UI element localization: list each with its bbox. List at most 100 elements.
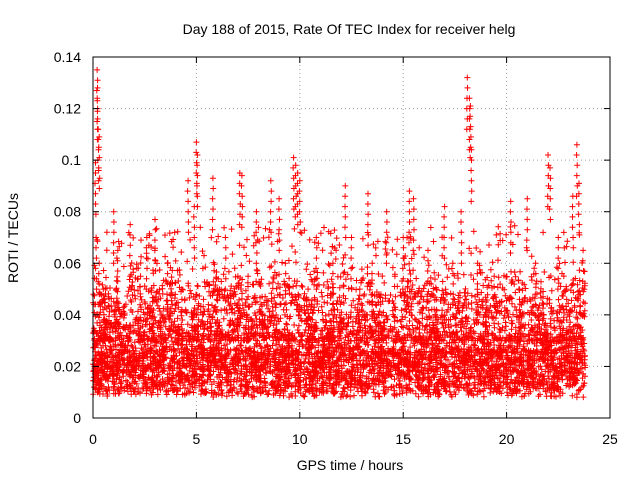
data-point-dense (489, 295, 496, 301)
data-point-dense (511, 303, 518, 310)
data-point-dense (223, 382, 230, 389)
data-point-dense (190, 389, 197, 396)
data-point-dense (157, 308, 163, 315)
data-point-dense (180, 354, 187, 361)
data-point-dense (318, 289, 325, 296)
data-point-dense (380, 379, 387, 386)
data-point-dense (173, 391, 180, 398)
data-point-dense (120, 263, 127, 270)
data-point-dense (412, 390, 419, 397)
data-point-dense (360, 357, 367, 364)
data-point-dense (548, 324, 554, 331)
data-point-dense (568, 297, 575, 304)
data-point-dense (216, 340, 223, 347)
data-point-dense (509, 320, 516, 327)
data-point-dense (439, 278, 446, 285)
data-point-dense (236, 296, 243, 303)
data-point-dense (419, 310, 426, 317)
data-point-dense (231, 265, 238, 272)
data-point-dense (124, 293, 131, 299)
data-point-dense (172, 291, 179, 298)
data-point-dense (507, 386, 514, 393)
data-point-dense (480, 282, 487, 289)
data-point-dense (231, 310, 238, 317)
data-point-dense (168, 285, 174, 292)
data-point-dense (506, 343, 513, 350)
data-point-dense (211, 267, 218, 274)
chart-title: Day 188 of 2015, Rate Of TEC Index for r… (183, 21, 516, 37)
data-point-dense (360, 292, 367, 299)
data-point-dense (319, 293, 326, 300)
data-point-dense (188, 290, 195, 297)
data-point-dense (444, 274, 451, 281)
data-point-dense (569, 281, 576, 288)
data-point-dense (140, 355, 147, 362)
data-point-dense (189, 266, 196, 272)
data-point-dense (301, 290, 308, 297)
data-point-dense (512, 289, 519, 296)
data-point-dense (422, 323, 429, 330)
data-point-dense (286, 275, 293, 282)
data-point-dense (302, 310, 309, 317)
data-point-dense (503, 273, 510, 280)
data-point-dense (453, 310, 460, 317)
data-point-dense (458, 328, 465, 334)
data-point-dense (480, 393, 487, 400)
data-point-dense (487, 266, 494, 273)
data-point-dense (270, 312, 277, 319)
data-point-dense (419, 315, 426, 322)
data-point-dense (574, 315, 581, 322)
data-point-dense (135, 287, 141, 294)
data-point-dense (176, 349, 183, 356)
data-point-dense (227, 287, 234, 294)
data-point-dense (168, 297, 175, 304)
data-point-dense (218, 307, 225, 314)
data-point-dense (223, 393, 230, 400)
data-point-dense (266, 280, 273, 287)
data-point-dense (580, 394, 587, 401)
data-point-dense (368, 291, 375, 298)
data-point-dense (576, 287, 583, 294)
data-point-dense (581, 313, 588, 320)
data-point-dense (405, 325, 412, 332)
data-point-dense (284, 321, 290, 328)
data-point-dense (351, 392, 357, 399)
data-point-dense (231, 285, 238, 292)
data-point-dense (497, 281, 504, 288)
data-point-dense (318, 303, 325, 310)
data-point-dense (547, 393, 554, 399)
data-point-dense (221, 342, 227, 349)
data-point-dense (293, 367, 300, 374)
data-point-dense (254, 298, 260, 305)
data-point-dense (295, 322, 302, 329)
data-point-dense (565, 300, 572, 307)
data-point-dense (389, 264, 396, 271)
data-point-dense (540, 301, 547, 308)
data-point-dense (427, 274, 434, 281)
data-point-dense (129, 309, 136, 315)
data-point-dense (411, 316, 418, 322)
data-point-dense (557, 283, 564, 290)
data-point-dense (228, 283, 235, 290)
data-point-dense (391, 391, 397, 398)
data-point-dense (91, 292, 98, 299)
data-point-dense (555, 296, 562, 303)
data-point-dense (515, 277, 522, 284)
data-point-dense (403, 322, 410, 329)
data-point-dense (200, 296, 207, 303)
data-point-dense (301, 393, 308, 400)
data-point-dense (103, 274, 109, 281)
data-point-dense (169, 338, 175, 345)
data-point-dense (192, 384, 198, 391)
data-point-dense (495, 320, 502, 327)
data-point-dense (468, 305, 475, 312)
data-point-dense (184, 321, 191, 328)
data-point-dense (283, 320, 290, 327)
data-point-dense (361, 322, 368, 329)
data-point-dense (468, 272, 474, 278)
data-point-dense (541, 269, 548, 275)
data-point-dense (415, 393, 422, 400)
data-point-dense (183, 309, 190, 316)
data-point-dense (533, 278, 540, 285)
